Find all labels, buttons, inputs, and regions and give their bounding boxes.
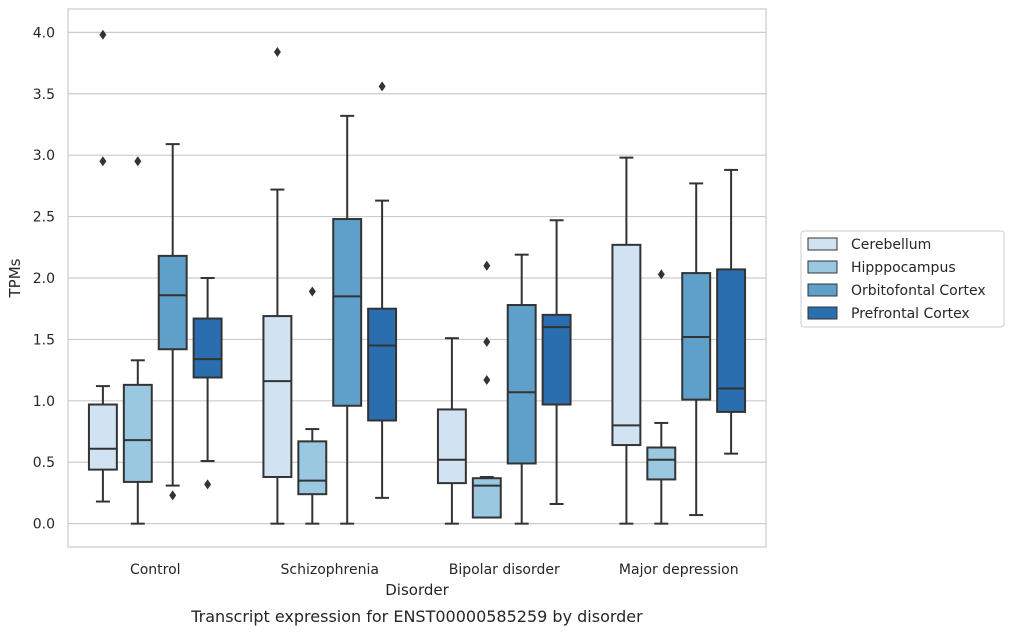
box-plot [646,269,677,525]
series-group [122,156,677,525]
y-axis-label: TPMs [6,258,24,298]
outlier-point [308,286,316,297]
legend-swatch [807,306,838,320]
series-group [157,114,712,525]
x-axis-label: Disorder [385,581,449,599]
box-iqr [506,304,537,465]
box-iqr [87,403,118,471]
legend-label: Orbitofontal Cortex [851,283,986,299]
y-tick-labels: 0.0 0.5 1.0 1.5 2.0 2.5 3.0 3.5 4.0 [33,25,55,532]
box-plot [541,219,572,506]
outlier-point [657,269,665,280]
box-plot [157,143,188,501]
box-plot [122,156,153,525]
x-tick-label: Bipolar disorder [449,562,560,578]
box-iqr [332,218,363,407]
series-group [192,81,747,506]
plot-frame [67,8,767,548]
box-plot [506,253,537,525]
chart-caption: Transcript expression for ENST0000058525… [190,607,643,626]
box-iqr [436,408,467,485]
y-tick-label: 2.0 [33,271,55,287]
box-series [87,29,747,525]
box-iqr [367,307,398,422]
box-iqr [471,477,502,519]
y-tick-label: 1.0 [33,394,55,410]
x-tick-label: Major depression [619,562,739,578]
box-iqr [611,243,642,447]
box-plot [436,337,467,525]
x-tick-label: Control [130,562,181,578]
outlier-point [99,29,107,40]
box-plot [262,46,293,525]
outlier-point [483,374,491,385]
box-plot [192,277,223,490]
box-iqr [157,254,188,351]
box-iqr [541,313,572,406]
legend-swatch [807,237,838,251]
box-plot [297,286,328,525]
box-plot [681,182,712,517]
legend-frame [800,230,1005,328]
outlier-point [204,479,212,490]
box-plot [611,156,642,525]
outlier-point [378,81,386,92]
legend: Cerebellum Hipppocampus Orbitofontal Corte… [800,230,1005,328]
series-group [87,29,642,525]
box-iqr [122,383,153,483]
y-tick-label: 2.5 [33,210,55,226]
box-iqr [192,317,223,379]
outlier-point [483,336,491,347]
box-plot [367,81,398,499]
outlier-point [169,490,177,501]
box-plot [716,168,747,455]
outlier-point [99,156,107,167]
x-tick-label: Schizophrenia [281,562,379,578]
box-plot [471,260,502,519]
y-tick-label: 0.5 [33,455,55,471]
box-plot [87,29,118,503]
legend-label: Cerebellum [851,237,931,253]
legend-swatch [807,283,838,297]
outlier-point [273,46,281,57]
y-tick-label: 1.5 [33,332,55,348]
legend-label: Hipppocampus [851,260,956,276]
y-tick-label: 3.0 [33,148,55,164]
y-tick-label: 3.5 [33,87,55,103]
legend-swatch [807,260,838,274]
x-tick-labels: Control Schizophrenia Bipolar disorder Majo… [130,562,739,578]
legend-label: Prefrontal Cortex [851,306,970,322]
box-iqr [716,268,747,413]
box-iqr [297,440,328,496]
y-tick-label: 0.0 [33,517,55,533]
outlier-point [483,260,491,271]
box-plot [332,114,363,525]
box-iqr [262,315,293,478]
outlier-point [134,156,142,167]
y-tick-label: 4.0 [33,25,55,41]
box-iqr [646,446,677,481]
